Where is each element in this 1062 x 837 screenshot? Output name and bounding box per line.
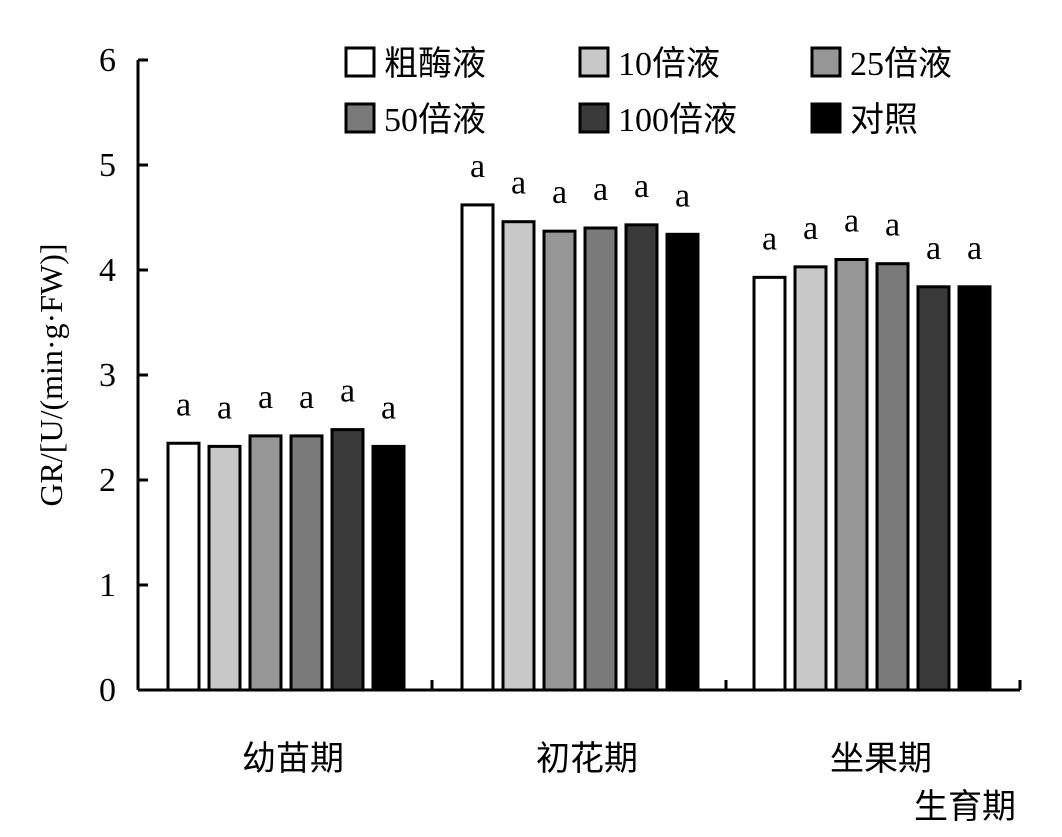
legend-swatch: [578, 102, 610, 134]
significance-label: a: [675, 177, 690, 214]
y-axis-title: GR/[U/(min·g·FW)]: [33, 243, 69, 506]
significance-label: a: [926, 230, 941, 267]
significance-label: a: [593, 171, 608, 208]
legend-label: 粗酶液: [384, 45, 486, 83]
bar: [665, 232, 700, 692]
y-tick-label: 3: [99, 357, 116, 394]
significance-label: a: [511, 165, 526, 202]
y-tick-label: 5: [99, 147, 116, 184]
significance-label: a: [844, 203, 859, 240]
y-tick-label: 1: [99, 567, 116, 604]
bar: [916, 285, 951, 692]
bars: [166, 203, 992, 692]
y-tick-label: 4: [99, 252, 116, 289]
legend-label: 25倍液: [850, 45, 952, 83]
bar: [957, 285, 992, 692]
significance-label: a: [762, 220, 777, 257]
significance-label: a: [803, 210, 818, 247]
legend-swatch: [344, 102, 376, 134]
bar: [583, 226, 618, 692]
bar: [248, 434, 283, 692]
legend-swatch: [344, 46, 376, 78]
bar: [501, 220, 536, 692]
y-tick-label: 2: [99, 462, 116, 499]
category-labels: 幼苗期 初花期 坐果期: [242, 739, 932, 779]
significance-label: a: [381, 389, 396, 426]
bar: [289, 434, 324, 692]
bar: [371, 444, 406, 692]
bar: [460, 203, 495, 692]
significance-label: a: [258, 379, 273, 416]
significance-label: a: [967, 230, 982, 267]
legend-label: 50倍液: [384, 101, 486, 139]
bar: [875, 262, 910, 692]
legend-swatch: [810, 102, 842, 134]
y-ticks: 0 1 2 3 4 5 6: [99, 42, 148, 709]
legend-swatch: [578, 46, 610, 78]
significance-label: a: [634, 168, 649, 205]
significance-label: a: [176, 386, 191, 423]
bar: [793, 265, 828, 692]
significance-label: a: [885, 207, 900, 244]
legend-swatch: [810, 46, 842, 78]
significance-label: a: [470, 148, 485, 185]
bar: [624, 223, 659, 692]
category-label: 初花期: [536, 739, 638, 779]
legend-label: 对照: [850, 101, 918, 139]
bar: [330, 428, 365, 692]
bar: [207, 444, 242, 692]
category-label: 幼苗期: [242, 739, 344, 779]
significance-label: a: [217, 389, 232, 426]
significance-label: a: [340, 373, 355, 410]
x-ticks: [430, 680, 1022, 690]
bar: [834, 258, 869, 692]
bar: [166, 441, 201, 692]
category-label: 坐果期: [830, 739, 932, 779]
significance-label: a: [552, 174, 567, 211]
bar: [542, 229, 577, 692]
y-tick-label: 6: [99, 42, 116, 79]
bar: [752, 275, 787, 692]
y-tick-label: 0: [99, 672, 116, 709]
significance-label: a: [299, 379, 314, 416]
x-axis-title: 生育期: [914, 787, 1016, 827]
legend-label: 10倍液: [618, 45, 720, 83]
legend-label: 100倍液: [618, 101, 737, 139]
legend: 粗酶液 10倍液 25倍液 50倍液 100倍液 对照: [344, 45, 952, 139]
